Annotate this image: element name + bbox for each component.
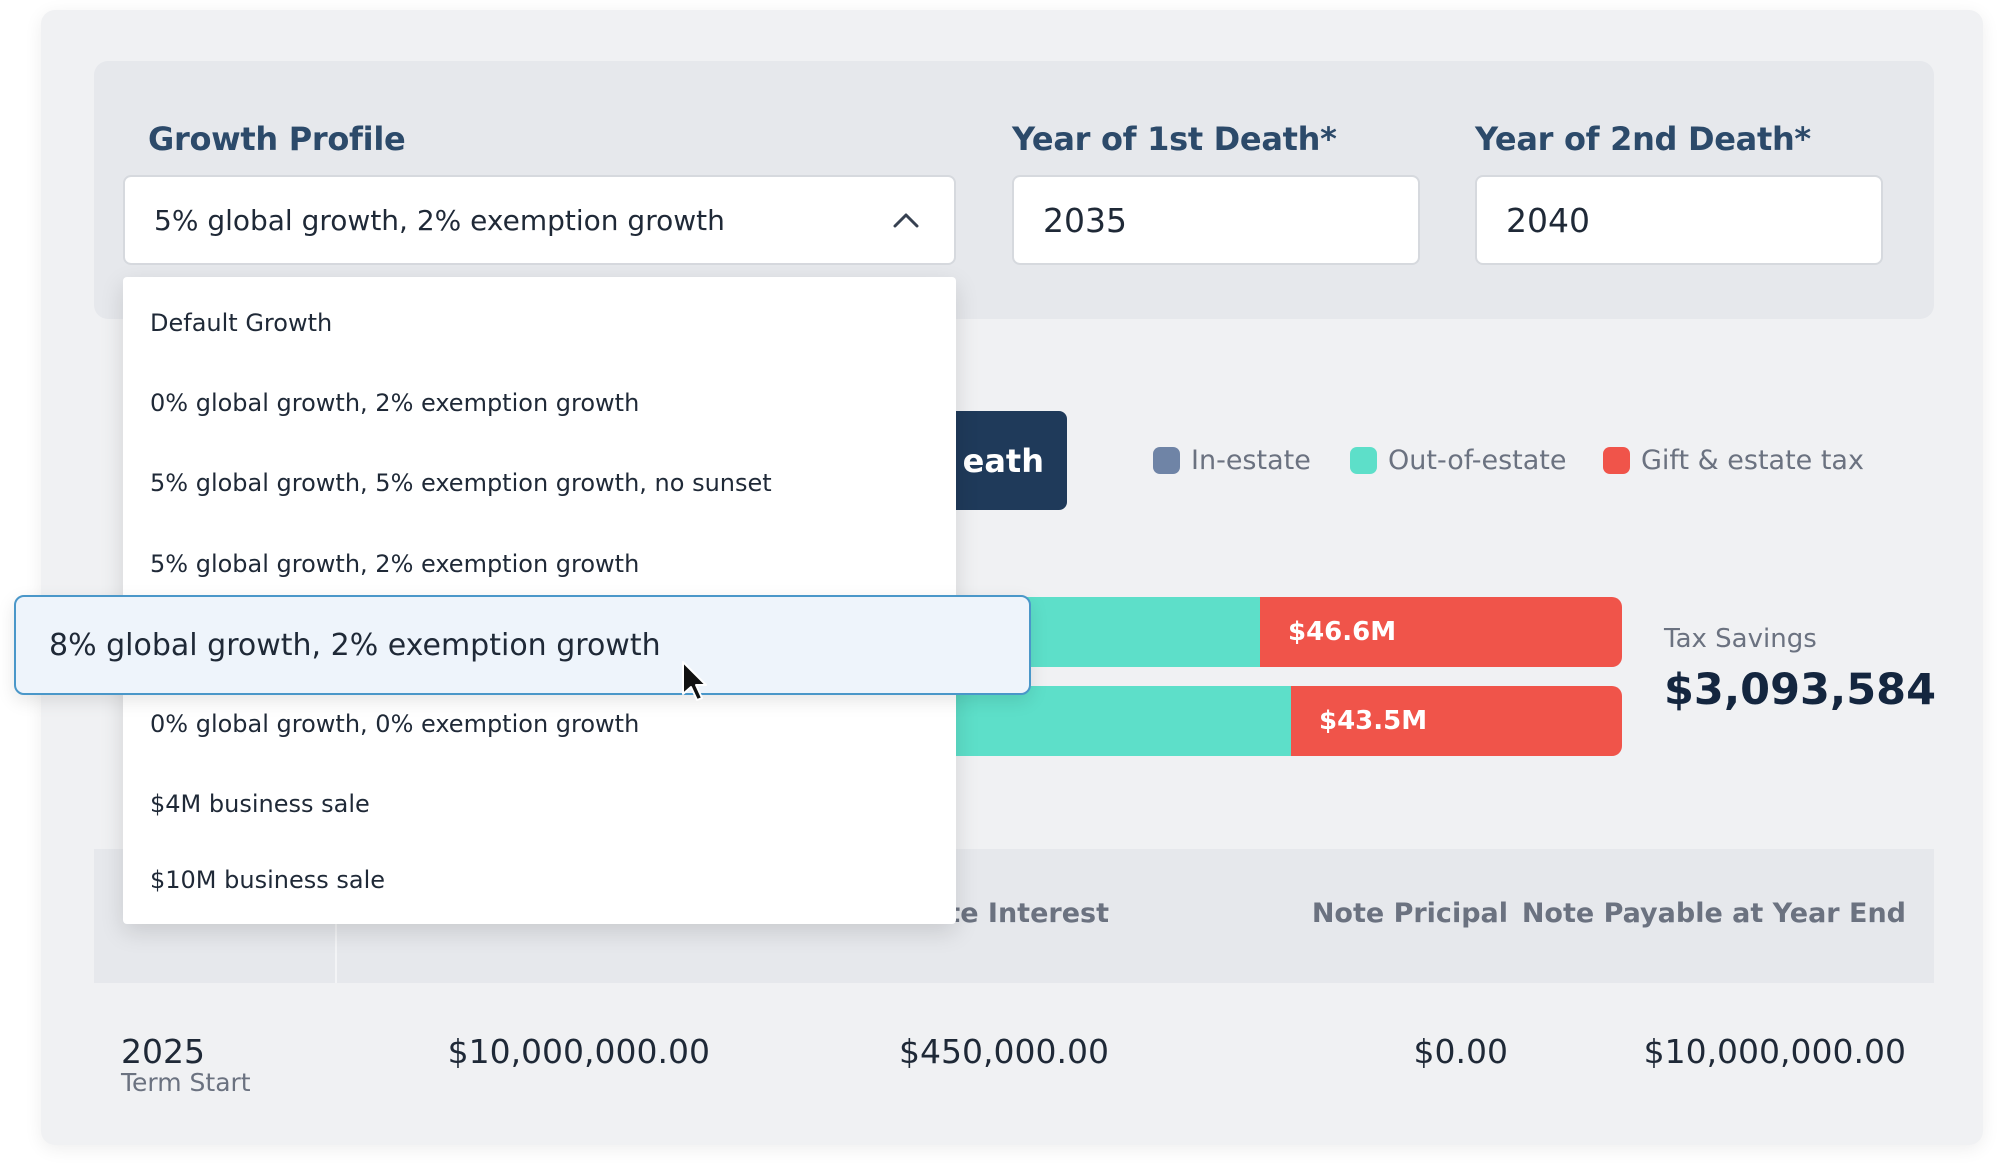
legend-out-of-estate: Out-of-estate <box>1350 444 1567 476</box>
option-5-2-growth[interactable]: 5% global growth, 2% exemption growth <box>150 550 640 578</box>
death-toggle-label: eath <box>962 441 1044 480</box>
bar-1-tax: $46.6M <box>1260 597 1622 667</box>
legend-tax: Gift & estate tax <box>1603 444 1864 476</box>
tax-savings-label: Tax Savings <box>1664 624 1817 654</box>
bar-2-tax-label: $43.5M <box>1319 706 1428 736</box>
row-term-start: Term Start <box>121 1068 251 1097</box>
second-death-value: 2040 <box>1506 200 1590 240</box>
growth-profile-value: 5% global growth, 2% exemption growth <box>154 203 725 237</box>
growth-profile-select[interactable]: 5% global growth, 2% exemption growth <box>123 175 956 265</box>
first-death-input[interactable]: 2035 <box>1012 175 1420 265</box>
row-note-principal: $0.00 <box>1413 1032 1508 1071</box>
first-death-label: Year of 1st Death* <box>1012 120 1337 158</box>
mouse-cursor-icon <box>682 661 707 701</box>
bar-2-out-of-estate <box>956 686 1291 756</box>
option-4m-business-sale[interactable]: $4M business sale <box>150 790 370 818</box>
row-note-interest: $450,000.00 <box>899 1032 1109 1071</box>
second-death-input[interactable]: 2040 <box>1475 175 1883 265</box>
legend-in-estate: In-estate <box>1153 444 1311 476</box>
option-10m-business-sale[interactable]: $10M business sale <box>150 866 386 894</box>
option-8-2-growth-hovered[interactable]: 8% global growth, 2% exemption growth <box>14 595 1031 695</box>
row-balance: $10,000,000.00 <box>447 1032 710 1071</box>
bar-1-tax-label: $46.6M <box>1288 617 1397 647</box>
option-0-2-growth[interactable]: 0% global growth, 2% exemption growth <box>150 389 640 417</box>
option-0-0-growth[interactable]: 0% global growth, 0% exemption growth <box>150 710 640 738</box>
out-of-estate-swatch <box>1350 446 1377 474</box>
in-estate-swatch <box>1153 446 1180 474</box>
legend-label: Out-of-estate <box>1388 444 1567 476</box>
header-note-interest: ote Interest <box>928 898 1109 929</box>
option-default-growth[interactable]: Default Growth <box>150 309 333 337</box>
header-note-payable: Note Payable at Year End <box>1521 898 1906 929</box>
legend-label: In-estate <box>1191 444 1311 476</box>
legend-label: Gift & estate tax <box>1641 444 1864 476</box>
header-note-principal: Note Pricipal <box>1311 898 1508 929</box>
row-year: 2025 <box>121 1032 205 1071</box>
bar-2-tax: $43.5M <box>1291 686 1622 756</box>
option-5-5-no-sunset[interactable]: 5% global growth, 5% exemption growth, n… <box>150 469 772 497</box>
row-note-payable: $10,000,000.00 <box>1643 1032 1906 1071</box>
tax-savings-value: $3,093,584 <box>1664 665 1937 715</box>
tax-swatch <box>1603 446 1630 474</box>
second-death-label: Year of 2nd Death* <box>1475 120 1811 158</box>
growth-profile-label: Growth Profile <box>148 120 406 158</box>
hovered-option-label: 8% global growth, 2% exemption growth <box>49 627 661 663</box>
chevron-up-icon <box>893 207 919 233</box>
first-death-value: 2035 <box>1043 200 1127 240</box>
